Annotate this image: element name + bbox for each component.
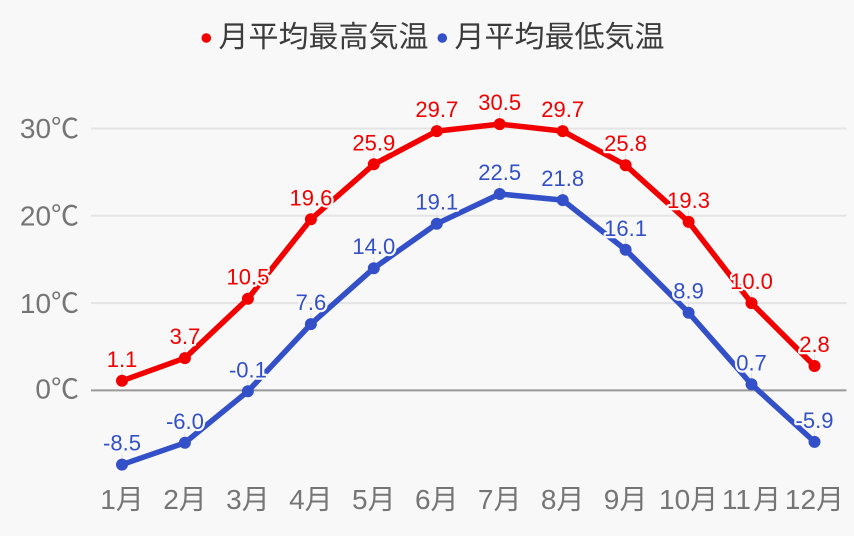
- svg-text:5: 5: [352, 484, 368, 515]
- svg-text:10.0: 10.0: [730, 269, 773, 294]
- svg-text:12: 12: [785, 484, 816, 515]
- svg-text:10.5: 10.5: [226, 265, 269, 290]
- svg-text:3.7: 3.7: [170, 324, 201, 349]
- svg-text:8.9: 8.9: [673, 279, 704, 304]
- svg-text:21.8: 21.8: [541, 166, 584, 191]
- svg-text:-5.9: -5.9: [796, 408, 834, 433]
- svg-text:29.7: 29.7: [541, 97, 584, 122]
- svg-text:11: 11: [722, 484, 751, 515]
- svg-text:16.1: 16.1: [604, 216, 647, 241]
- svg-text:10: 10: [20, 288, 51, 319]
- svg-text:9: 9: [604, 484, 620, 515]
- svg-text:19.3: 19.3: [667, 188, 710, 213]
- svg-text:-6.0: -6.0: [166, 409, 204, 434]
- svg-text:1.1: 1.1: [107, 347, 138, 372]
- svg-text:2: 2: [163, 484, 179, 515]
- svg-text:22.5: 22.5: [478, 160, 521, 185]
- svg-text:29.7: 29.7: [415, 97, 458, 122]
- svg-text:0: 0: [35, 374, 51, 405]
- svg-text:0.7: 0.7: [736, 350, 767, 375]
- svg-text:19.1: 19.1: [415, 190, 458, 215]
- svg-text:7.6: 7.6: [296, 290, 327, 315]
- svg-text:-0.1: -0.1: [229, 357, 267, 382]
- svg-text:14.0: 14.0: [352, 234, 395, 259]
- svg-text:6: 6: [415, 484, 431, 515]
- svg-text:7: 7: [478, 484, 494, 515]
- svg-text:-8.5: -8.5: [103, 431, 141, 456]
- svg-text:25.8: 25.8: [604, 131, 647, 156]
- svg-text:20: 20: [20, 201, 51, 232]
- svg-text:8: 8: [541, 484, 557, 515]
- svg-text:30.5: 30.5: [478, 90, 521, 115]
- svg-text:30: 30: [20, 113, 51, 144]
- svg-text:2.8: 2.8: [799, 332, 830, 357]
- svg-text:3: 3: [226, 484, 242, 515]
- svg-text:25.9: 25.9: [352, 130, 395, 155]
- svg-text:1: 1: [100, 484, 116, 515]
- svg-text:19.6: 19.6: [289, 185, 332, 210]
- svg-text:10: 10: [659, 484, 690, 515]
- svg-text:4: 4: [289, 484, 305, 515]
